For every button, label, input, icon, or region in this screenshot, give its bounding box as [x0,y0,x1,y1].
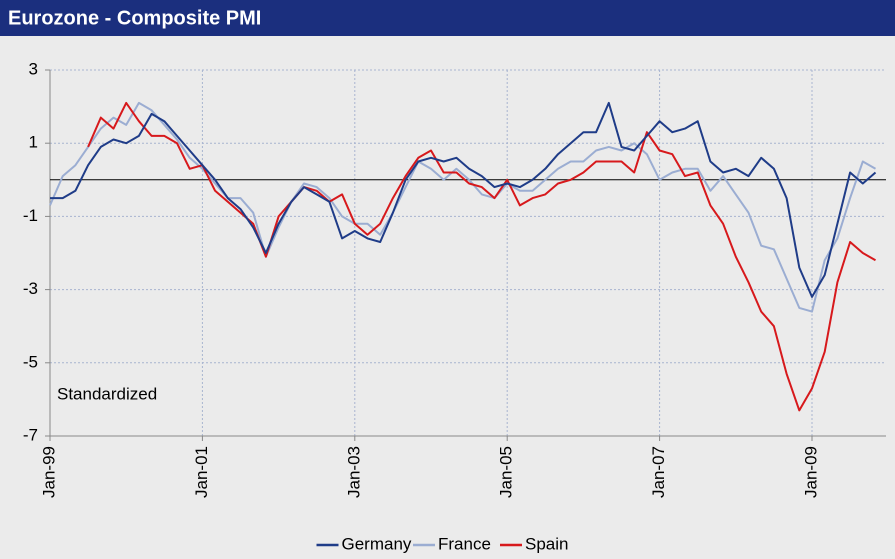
y-tick-label: -1 [23,206,38,225]
series-line [49,101,876,313]
x-tick-label: Jan-07 [649,446,668,498]
y-tick-label: 3 [29,59,38,78]
x-tick-label: Jan-01 [192,446,211,498]
x-tick-label: Jan-03 [344,446,363,498]
legend-label: Spain [525,534,568,553]
x-tick-label: Jan-09 [801,446,820,498]
y-tick-label: -7 [23,425,38,444]
header-bar [0,0,895,36]
y-tick-label: 1 [29,133,38,152]
series-line [87,101,876,412]
legend-label: France [438,534,491,553]
series-line [50,101,877,298]
x-tick-label: Jan-99 [39,446,58,498]
x-tick-label: Jan-05 [497,446,516,498]
legend-label: Germany [342,534,412,553]
chart-title: Eurozone - Composite PMI [8,7,261,29]
y-tick-label: -3 [23,279,38,298]
annotation: Standardized [57,384,157,403]
y-tick-label: -5 [23,352,38,371]
